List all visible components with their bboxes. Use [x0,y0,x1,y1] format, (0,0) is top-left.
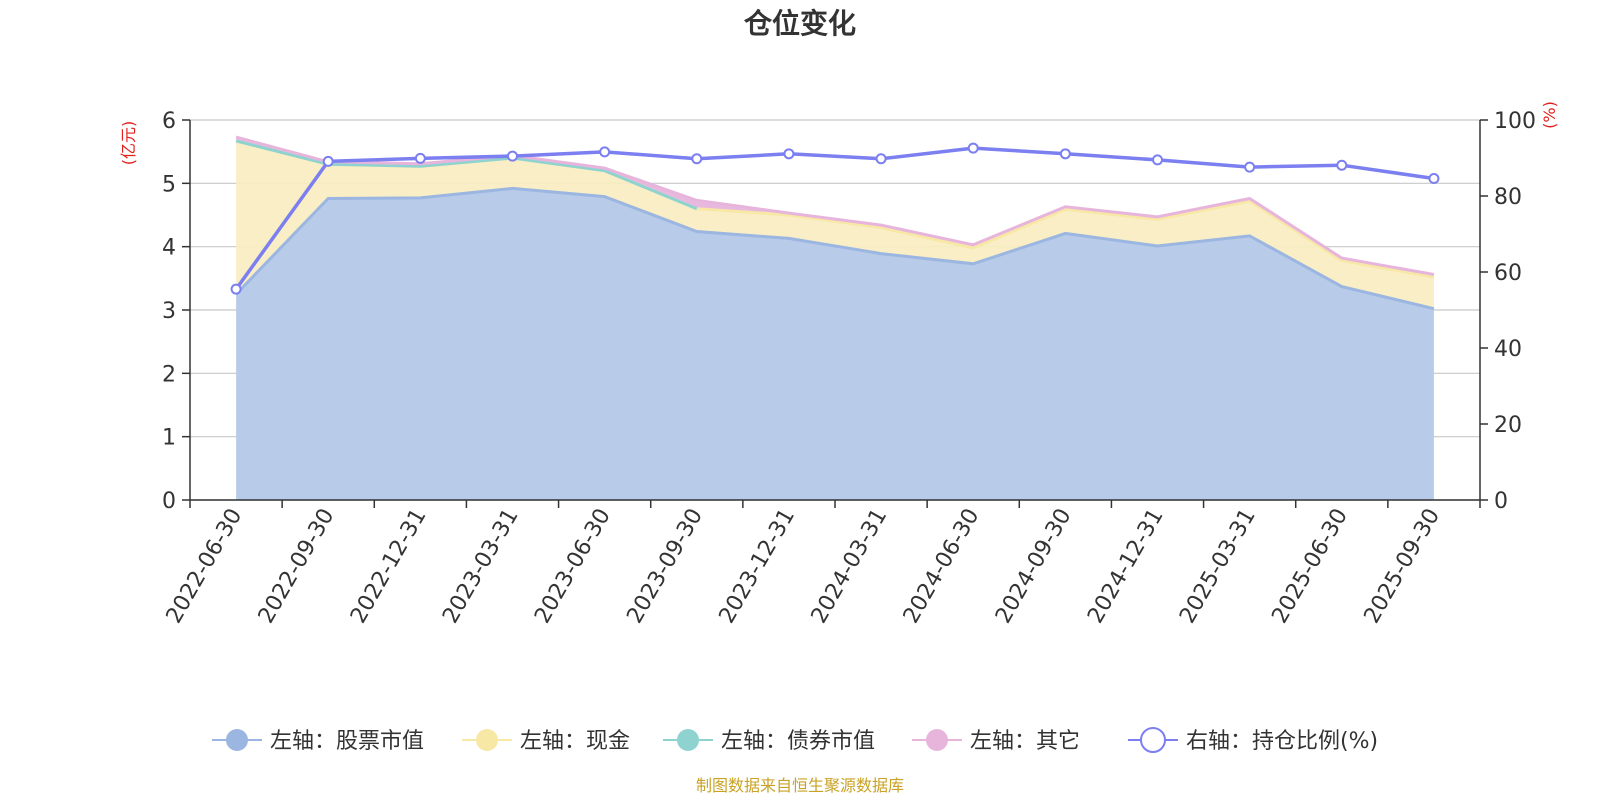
ratio-point [599,146,611,158]
area-1 [236,188,1434,500]
legend-marker [476,729,498,751]
left-tick-label: 0 [162,489,176,514]
x-tick-label: 2025-09-30 [1360,505,1446,628]
ratio-point [1152,154,1163,166]
ratio-point [322,155,334,167]
ratio-point [230,283,242,295]
left-tick-label: 5 [162,172,176,197]
x-tick-label: 2023-09-30 [622,505,708,628]
legend-item-5[interactable]: 右轴：持仓比例(%) [1128,727,1378,754]
chart-title: 仓位变化 [744,7,856,40]
data-source-note: 制图数据来自恒生聚源数据库 [696,776,904,795]
left-axis-unit: (亿元) [119,121,138,166]
right-tick-label: 100 [1494,109,1536,134]
left-tick-label: 2 [162,362,176,387]
x-tick-label: 2024-03-31 [807,505,893,628]
legend-item-3[interactable]: 左轴：债券市值 [663,729,875,754]
x-tick-label: 2024-06-30 [899,505,985,628]
legend-item-4[interactable]: 左轴：其它 [912,729,1080,754]
ratio-point [1059,148,1071,160]
legend-item-2[interactable]: 左轴：现金 [462,729,630,754]
legend-marker [1140,727,1166,753]
x-tick-label: 2025-06-30 [1267,505,1353,628]
legend-label: 左轴：股票市值 [270,729,424,754]
x-tick-label: 2022-06-30 [162,505,248,628]
x-tick-label: 2025-03-31 [1175,505,1261,628]
legend-label: 左轴：现金 [520,729,630,754]
legend-item-1[interactable]: 左轴：股票市值 [212,729,424,754]
ratio-point [1244,161,1256,173]
right-tick-label: 20 [1494,413,1522,438]
series-lines [234,135,1435,311]
ratio-point [691,153,703,165]
line-4 [235,135,1435,276]
ratio-point [414,152,426,164]
x-tick-label: 2022-12-31 [346,505,432,628]
legend-label: 右轴：持仓比例(%) [1186,729,1378,754]
right-tick-label: 80 [1494,185,1522,210]
right-tick-label: 0 [1494,489,1508,514]
x-tick-label: 2023-12-31 [715,505,801,628]
legend-marker [926,729,948,751]
legend[interactable]: 左轴：股票市值 左轴：现金 左轴：债券市值 左轴：其它 右轴：持仓比例(%) [212,727,1378,754]
ratio-point [1428,173,1440,185]
legend-label: 左轴：债券市值 [721,729,875,754]
ratio-point [783,148,795,160]
left-tick-label: 3 [162,299,176,324]
x-tick-label: 2023-06-30 [530,505,616,628]
ratio-line [234,146,1435,291]
right-tick-label: 40 [1494,337,1522,362]
right-tick-label: 60 [1494,261,1522,286]
legend-marker [677,729,699,751]
x-tick-label: 2024-12-31 [1083,505,1169,628]
line-3 [235,139,698,211]
left-tick-label: 1 [162,426,176,451]
right-axis-unit: (%) [1540,101,1559,129]
left-tick-label: 6 [162,109,176,134]
ratio-point [1336,159,1348,171]
area-2 [236,140,1434,309]
x-tick-label: 2024-09-30 [991,505,1077,628]
legend-label: 左轴：其它 [970,729,1080,754]
legend-marker [226,729,248,751]
left-tick-label: 4 [162,236,176,261]
ratio-point [507,150,518,162]
x-tick-label: 2023-03-31 [438,505,524,628]
ratio-points [230,142,1440,295]
line-1 [235,186,1435,311]
x-tick-label: 2022-09-30 [254,505,340,628]
ratio-point [875,153,887,165]
ratio-point [967,142,979,154]
stacked-areas [236,137,1434,500]
